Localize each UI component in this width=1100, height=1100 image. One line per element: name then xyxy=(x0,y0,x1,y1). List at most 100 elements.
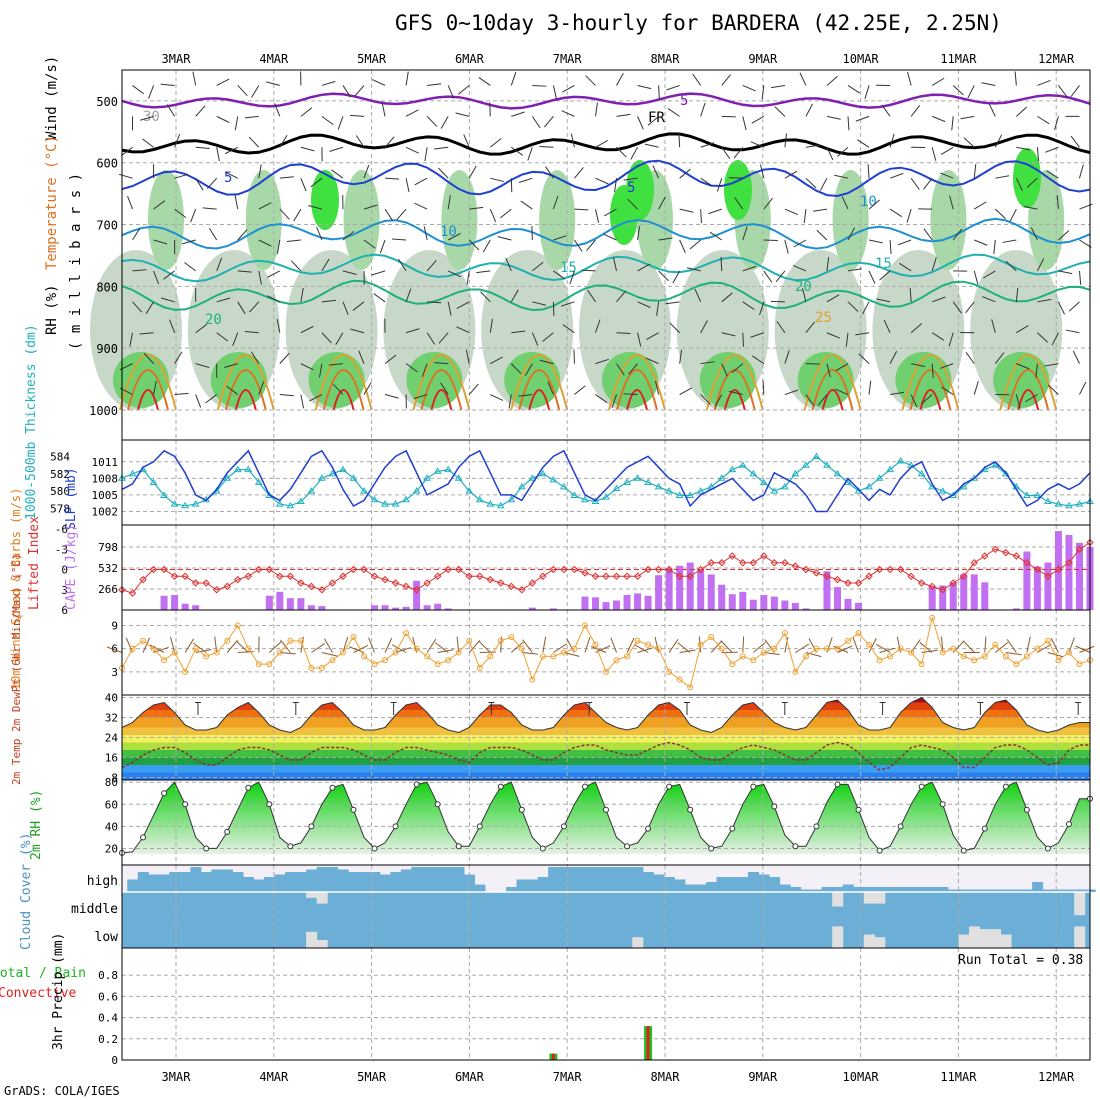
wind10m-barb xyxy=(553,643,568,653)
rh-point xyxy=(750,783,757,790)
wind-barb xyxy=(587,289,596,303)
rh-point xyxy=(1002,783,1009,790)
thickness-point xyxy=(749,469,758,477)
wind-barb xyxy=(153,200,166,210)
thickness-point xyxy=(823,461,831,468)
wind10m-speed-point xyxy=(876,657,883,664)
wind-barb xyxy=(595,394,608,403)
temp-max-marker xyxy=(879,702,886,715)
wind10m-barb xyxy=(142,637,151,653)
wind-barb xyxy=(216,297,231,303)
wind-barb xyxy=(834,388,849,396)
wind-barb xyxy=(679,168,691,179)
rh-point xyxy=(855,806,862,813)
wind-barb xyxy=(249,301,260,313)
wind-barb xyxy=(373,293,386,303)
wind10m-speed-point xyxy=(255,661,262,668)
wind-barb xyxy=(132,269,147,272)
lifted-index-point xyxy=(833,575,842,584)
wind-barb xyxy=(250,351,260,364)
rh-point xyxy=(645,825,652,832)
wind10m-speed-point xyxy=(823,645,830,652)
wind-barb xyxy=(847,268,862,272)
rh-point xyxy=(413,781,420,788)
wind-barb xyxy=(770,84,785,89)
wind-barb xyxy=(379,239,386,254)
wind-barb xyxy=(1015,287,1019,302)
pressure-tick-label: 800 xyxy=(96,280,118,294)
cloud-low-clear xyxy=(316,939,328,948)
wind10m-speed-point xyxy=(750,657,757,664)
lifted-index-point xyxy=(370,572,379,580)
wind-barb xyxy=(637,263,651,272)
temp-contour-35 xyxy=(332,389,355,411)
wind-barb xyxy=(129,332,134,347)
temp-tick-label: 24 xyxy=(105,732,119,745)
cape-bar xyxy=(286,598,294,610)
wind-barb xyxy=(960,115,975,120)
wind-barb xyxy=(310,177,323,188)
wind-barb xyxy=(855,332,870,336)
lifted-index-point xyxy=(381,575,389,584)
wind-barb xyxy=(352,301,365,311)
contour-10 xyxy=(121,217,1091,250)
temp-contour-35 xyxy=(821,389,844,411)
wind-barb xyxy=(889,208,903,218)
lifted-index-point xyxy=(633,572,642,580)
thickness-point xyxy=(160,491,168,498)
wind-barb xyxy=(342,301,349,315)
lifted-index-point xyxy=(497,579,505,587)
lifted-index-point xyxy=(318,586,326,594)
lifted-index-point xyxy=(360,565,368,574)
cloud-high-cell xyxy=(811,889,823,892)
lifted-index-point xyxy=(539,572,547,580)
date-label-top: 9MAR xyxy=(748,52,778,66)
thickness-line xyxy=(121,455,1091,507)
wind-barb xyxy=(1015,177,1023,191)
wind-barb xyxy=(1009,208,1017,222)
cape-bar xyxy=(781,600,789,610)
wind-barb xyxy=(510,289,519,303)
wind-barb xyxy=(426,116,438,127)
wind10m-speed-point xyxy=(413,645,420,652)
wind-barb xyxy=(1045,146,1059,153)
wind-barb xyxy=(1025,394,1038,403)
wind-barb xyxy=(679,349,683,364)
lifted-index-point xyxy=(1054,565,1063,574)
wind10m-speed-point xyxy=(687,684,694,691)
lifted-index-point xyxy=(476,572,484,580)
wind-barb xyxy=(458,85,470,95)
temp-max-marker xyxy=(390,702,397,715)
wind-barb xyxy=(700,320,708,333)
wind-barb xyxy=(805,321,816,334)
wind-barb xyxy=(321,80,336,86)
wind-barb xyxy=(258,381,265,395)
rh-point xyxy=(581,783,588,790)
wind-barb xyxy=(335,332,344,345)
temp-contour-35 xyxy=(1017,389,1040,411)
cloud-high-cell xyxy=(421,867,433,892)
wind10m-speed-point xyxy=(392,649,399,656)
lifted-index-point xyxy=(739,559,747,567)
wind10m-speed-point xyxy=(918,661,925,668)
temp-contour-30 xyxy=(616,369,658,411)
wind-barb xyxy=(276,318,281,333)
wind-barb xyxy=(1047,384,1059,395)
cloud-high-cell xyxy=(937,887,949,892)
wind-barb xyxy=(237,85,248,97)
thickness-point xyxy=(296,497,305,504)
wind-barb xyxy=(628,363,638,375)
thickness-point xyxy=(402,495,410,503)
temp-tick-label: 8 xyxy=(111,772,118,785)
lifted-index-point xyxy=(749,559,758,567)
rh-shade-blob xyxy=(895,352,952,408)
cloud-high-cell xyxy=(558,867,570,892)
wind-barb xyxy=(434,146,449,150)
temp-contour-30 xyxy=(518,369,561,411)
thickness-point xyxy=(581,495,589,503)
wind-barb xyxy=(1058,230,1070,241)
wind-barb xyxy=(321,332,332,344)
wind10m-speed-point xyxy=(624,653,631,660)
cloud-high-cell xyxy=(264,877,276,892)
wind10m-speed-point xyxy=(476,664,483,671)
